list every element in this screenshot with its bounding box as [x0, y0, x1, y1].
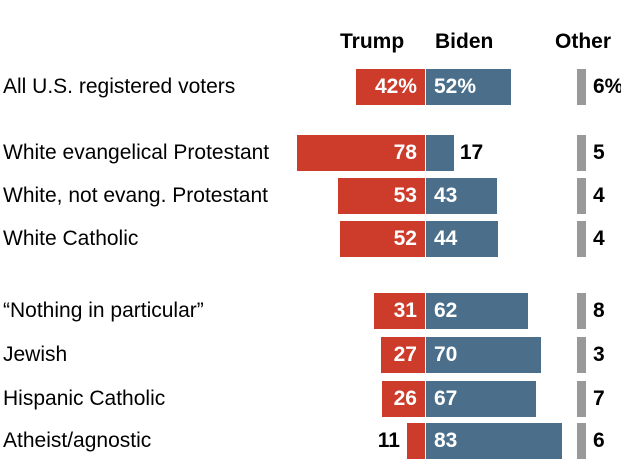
value-label-biden: 52% [434, 75, 477, 98]
value-label-trump: 78 [393, 141, 417, 164]
bar-trump [380, 337, 425, 373]
bar-other [577, 337, 586, 373]
bar-trump [338, 178, 425, 214]
bar-biden [426, 381, 536, 417]
bar-other [577, 178, 586, 214]
value-label-trump: 53 [393, 184, 417, 207]
category-label: All U.S. registered voters [3, 75, 236, 98]
category-label: White evangelical Protestant [3, 141, 270, 164]
value-label-other: 5 [593, 141, 605, 164]
bar-biden [426, 69, 512, 105]
value-label-other: 7 [593, 387, 605, 410]
bar-trump [406, 423, 425, 459]
bar-biden [426, 423, 563, 459]
bar-other [577, 69, 586, 105]
header-biden: Biden [435, 30, 494, 53]
bar-other [577, 293, 586, 329]
value-label-biden: 62 [434, 299, 458, 322]
bar-other [577, 221, 586, 257]
bar-biden [426, 178, 497, 214]
bar-trump [339, 221, 425, 257]
bar-other [577, 423, 586, 459]
value-label-biden: 44 [434, 227, 458, 250]
value-label-biden: 83 [434, 429, 458, 452]
bar-biden [426, 221, 499, 257]
bar-trump [374, 293, 425, 329]
header-other: Other [555, 30, 612, 53]
bar-biden [426, 293, 528, 329]
value-label-other: 4 [593, 184, 605, 207]
category-label: White, not evang. Protestant [3, 184, 268, 207]
value-label-trump: 42% [374, 75, 417, 98]
value-label-other: 6 [593, 429, 605, 452]
category-label: “Nothing in particular” [3, 299, 204, 322]
value-label-biden: 70 [434, 343, 458, 366]
value-label-biden: 17 [459, 141, 484, 164]
value-label-other: 8 [593, 299, 605, 322]
bar-trump [297, 135, 425, 171]
value-label-biden: 67 [434, 387, 458, 410]
value-label-trump: 52 [393, 227, 417, 250]
value-label-other: 6% [593, 75, 621, 98]
category-label: White Catholic [3, 227, 139, 250]
bar-other [577, 381, 586, 417]
value-label-trump: 11 [377, 429, 400, 452]
value-label-other: 3 [593, 343, 605, 366]
bar-trump [356, 69, 425, 105]
value-label-trump: 26 [393, 387, 417, 410]
category-label: Hispanic Catholic [3, 387, 166, 410]
category-label: Jewish [3, 343, 68, 366]
bar-trump [382, 381, 425, 417]
header-trump: Trump [340, 30, 405, 53]
value-label-other: 4 [593, 227, 605, 250]
category-label: Atheist/agnostic [3, 429, 152, 452]
bar-other [577, 135, 586, 171]
value-label-biden: 43 [434, 184, 458, 207]
value-label-trump: 27 [393, 343, 417, 366]
bar-biden [426, 337, 541, 373]
bar-biden [426, 135, 454, 171]
value-label-trump: 31 [393, 299, 417, 322]
